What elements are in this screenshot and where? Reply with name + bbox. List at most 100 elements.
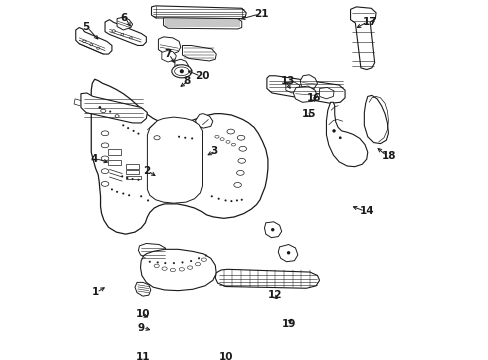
Polygon shape — [285, 82, 299, 93]
Ellipse shape — [137, 132, 139, 135]
Text: 21: 21 — [253, 9, 268, 19]
Ellipse shape — [235, 199, 238, 202]
Ellipse shape — [112, 30, 115, 32]
Text: 16: 16 — [306, 93, 321, 103]
Polygon shape — [364, 95, 387, 144]
Ellipse shape — [239, 147, 246, 151]
Ellipse shape — [131, 178, 133, 180]
Ellipse shape — [195, 262, 200, 266]
Ellipse shape — [179, 267, 184, 271]
Ellipse shape — [225, 140, 229, 143]
Polygon shape — [125, 176, 141, 179]
Polygon shape — [135, 282, 150, 296]
Polygon shape — [125, 170, 139, 174]
Ellipse shape — [190, 260, 192, 262]
Text: 12: 12 — [267, 290, 282, 300]
Polygon shape — [158, 37, 181, 54]
Ellipse shape — [187, 266, 192, 269]
Ellipse shape — [230, 200, 232, 202]
Polygon shape — [91, 79, 267, 234]
Ellipse shape — [204, 255, 206, 257]
Ellipse shape — [101, 131, 109, 136]
Ellipse shape — [238, 158, 245, 163]
Text: 9: 9 — [138, 323, 144, 333]
Polygon shape — [350, 7, 375, 69]
Ellipse shape — [122, 124, 124, 126]
Polygon shape — [195, 114, 212, 128]
Ellipse shape — [180, 69, 183, 73]
Ellipse shape — [210, 195, 212, 197]
Ellipse shape — [148, 261, 150, 263]
Polygon shape — [147, 117, 202, 203]
Polygon shape — [215, 269, 319, 288]
Ellipse shape — [101, 156, 109, 161]
Text: 7: 7 — [163, 49, 171, 59]
Ellipse shape — [226, 129, 234, 134]
Ellipse shape — [170, 268, 175, 272]
Ellipse shape — [220, 138, 224, 140]
Polygon shape — [105, 20, 146, 45]
Ellipse shape — [109, 111, 111, 113]
Ellipse shape — [224, 199, 226, 202]
Ellipse shape — [101, 169, 109, 174]
Polygon shape — [76, 28, 112, 54]
Ellipse shape — [240, 199, 242, 201]
Text: 3: 3 — [210, 146, 217, 156]
Ellipse shape — [126, 177, 128, 179]
Ellipse shape — [111, 188, 113, 190]
Polygon shape — [319, 87, 333, 99]
Ellipse shape — [270, 228, 274, 231]
Ellipse shape — [231, 143, 235, 146]
Ellipse shape — [127, 127, 129, 129]
Ellipse shape — [129, 37, 132, 39]
Polygon shape — [162, 51, 176, 62]
Ellipse shape — [101, 143, 109, 148]
Ellipse shape — [137, 179, 139, 181]
Text: 6: 6 — [120, 13, 127, 23]
Ellipse shape — [214, 135, 219, 138]
Polygon shape — [125, 164, 139, 169]
Ellipse shape — [154, 264, 159, 267]
Ellipse shape — [98, 106, 101, 109]
Polygon shape — [108, 160, 120, 165]
Ellipse shape — [116, 191, 118, 193]
Ellipse shape — [101, 181, 109, 186]
Polygon shape — [300, 75, 317, 90]
Polygon shape — [326, 102, 367, 167]
Text: 17: 17 — [362, 17, 376, 27]
Ellipse shape — [237, 135, 244, 140]
Text: 11: 11 — [135, 352, 150, 360]
Ellipse shape — [201, 258, 206, 261]
Ellipse shape — [174, 67, 189, 76]
Polygon shape — [266, 76, 345, 103]
Text: 10: 10 — [218, 352, 233, 360]
Text: 20: 20 — [195, 71, 210, 81]
Text: 1: 1 — [91, 287, 99, 297]
Ellipse shape — [164, 262, 166, 264]
Polygon shape — [81, 93, 147, 123]
Polygon shape — [117, 17, 132, 30]
Polygon shape — [163, 18, 241, 29]
Text: 13: 13 — [280, 76, 295, 86]
Ellipse shape — [198, 257, 200, 259]
Ellipse shape — [90, 44, 92, 46]
Polygon shape — [148, 132, 165, 144]
Text: 15: 15 — [301, 109, 316, 118]
Ellipse shape — [140, 195, 142, 197]
Text: 19: 19 — [282, 319, 296, 329]
Ellipse shape — [233, 183, 241, 187]
Ellipse shape — [236, 171, 244, 175]
Polygon shape — [151, 6, 246, 19]
Polygon shape — [175, 59, 188, 72]
Text: 18: 18 — [381, 151, 395, 161]
Ellipse shape — [173, 262, 175, 264]
Ellipse shape — [184, 137, 186, 139]
Polygon shape — [264, 222, 281, 238]
Ellipse shape — [154, 136, 160, 140]
Ellipse shape — [122, 193, 124, 194]
Ellipse shape — [156, 261, 159, 264]
Text: 14: 14 — [359, 206, 373, 216]
Ellipse shape — [181, 261, 183, 264]
Ellipse shape — [162, 267, 167, 270]
Polygon shape — [182, 45, 216, 61]
